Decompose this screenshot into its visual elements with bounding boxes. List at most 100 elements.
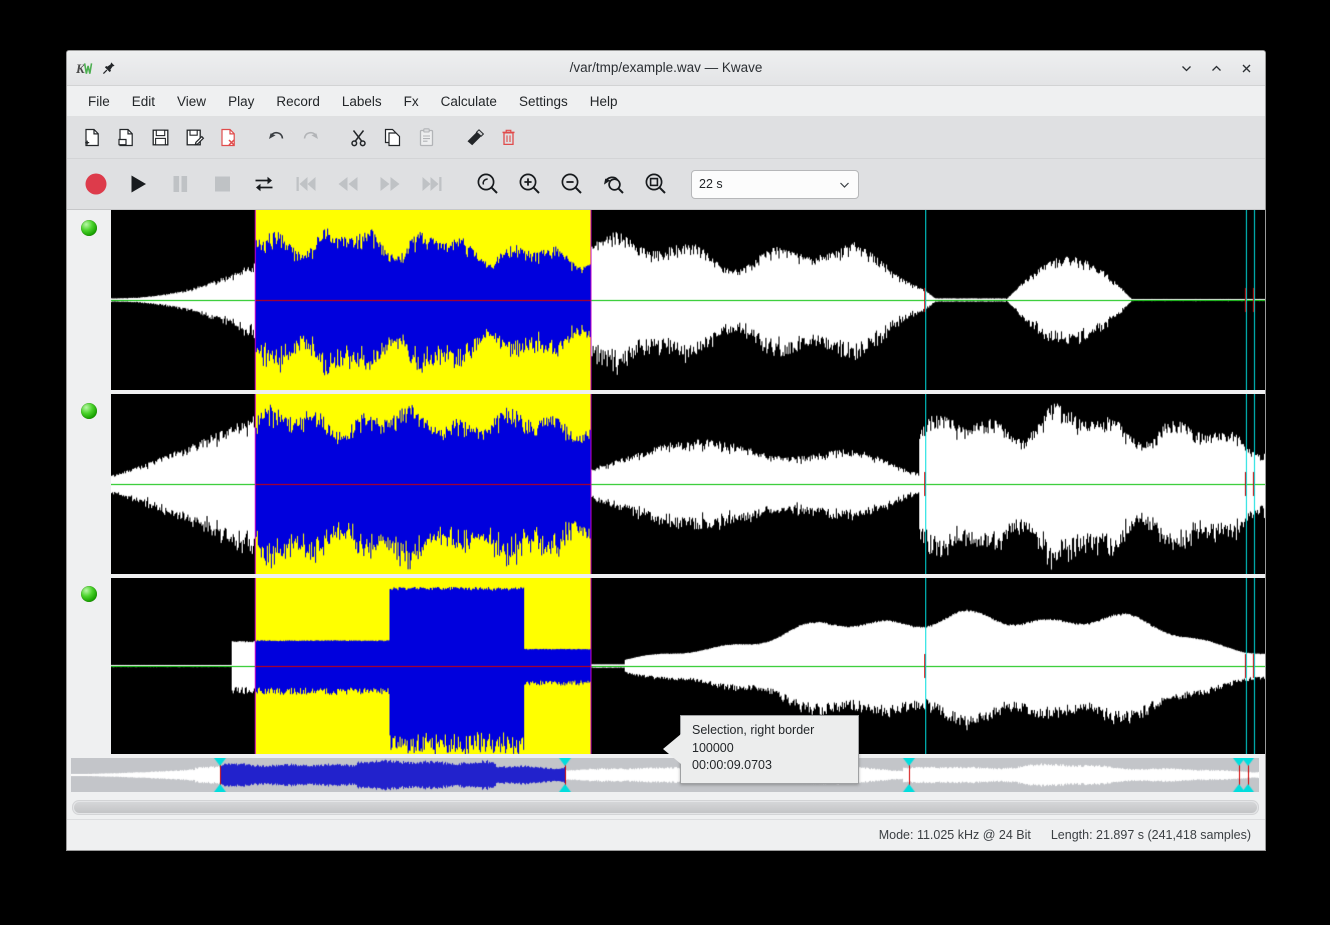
tooltip-arrow-icon [663, 734, 681, 764]
undo-arrow-icon [268, 131, 283, 139]
tooltip-line-2: 100000 [692, 740, 734, 755]
tooltip-line-1: Selection, right border [692, 723, 815, 737]
floppy-save-icon [152, 129, 168, 146]
status-mode: Mode: 11.025 kHz @ 24 Bit [878, 828, 1031, 842]
track-gutter [67, 210, 111, 754]
zoom-selection-icon [477, 173, 498, 194]
menu-calculate[interactable]: Calculate [440, 93, 497, 109]
menu-help[interactable]: Help [589, 93, 618, 109]
track-1-canvas[interactable] [111, 210, 1265, 390]
open-button[interactable] [109, 121, 143, 155]
status-length: Length: 21.897 s (241,418 samples) [1050, 828, 1251, 842]
pause-bars-icon [173, 176, 188, 192]
svg-text:K: K [76, 60, 86, 75]
zoom-all-button[interactable] [635, 163, 677, 205]
rewind-icon [338, 177, 358, 191]
scrollbar-track[interactable] [72, 800, 1259, 815]
rewind-button[interactable] [327, 163, 369, 205]
close-button[interactable] [1233, 55, 1259, 81]
stop-square-icon [215, 176, 230, 192]
fast-forward-icon [380, 177, 400, 191]
save-as-button[interactable] [177, 121, 211, 155]
skip-to-start-button[interactable] [285, 163, 327, 205]
menu-labels[interactable]: Labels [341, 93, 382, 109]
paste-button[interactable] [409, 121, 443, 155]
save-button[interactable] [143, 121, 177, 155]
pin-icon[interactable] [102, 61, 116, 75]
track-2-waveform[interactable] [111, 394, 1265, 574]
redo-button[interactable] [293, 121, 327, 155]
menu-bar: File Edit View Play Record Labels Fx Cal… [67, 86, 1265, 117]
chevron-down-icon [840, 182, 849, 188]
menu-file[interactable]: File [88, 93, 110, 109]
playback-toolbar: 22 s [67, 159, 1265, 210]
play-button[interactable] [117, 163, 159, 205]
play-triangle-icon [131, 175, 146, 193]
track-1-enabled-led-icon[interactable] [81, 220, 97, 236]
new-button[interactable] [75, 121, 109, 155]
zoom-out-icon [561, 173, 582, 194]
record-button[interactable] [75, 163, 117, 205]
signal-area: Selection, right border 100000 00:00:09.… [67, 210, 1265, 819]
delete-button[interactable] [491, 121, 525, 155]
menu-play[interactable]: Play [228, 93, 255, 109]
eraser-icon [467, 129, 484, 146]
zoom-all-icon [645, 173, 666, 194]
loop-arrows-icon [255, 176, 273, 192]
copy-button[interactable] [375, 121, 409, 155]
scrollbar-thumb[interactable] [74, 802, 1257, 813]
skip-backward-icon [296, 177, 316, 191]
fast-forward-button[interactable] [369, 163, 411, 205]
copy-pages-icon [384, 128, 400, 147]
file-toolbar [67, 117, 1265, 159]
zoom-undo-button[interactable] [593, 163, 635, 205]
skip-to-end-button[interactable] [411, 163, 453, 205]
window-controls [1173, 51, 1259, 85]
redo-arrow-icon [303, 131, 318, 139]
stop-button[interactable] [201, 163, 243, 205]
track-2-enabled-led-icon[interactable] [81, 403, 97, 419]
menu-record[interactable]: Record [276, 93, 320, 109]
zoom-level-combobox[interactable]: 22 s [691, 169, 859, 199]
chevron-down-icon [1181, 65, 1191, 71]
record-circle-icon [85, 173, 107, 195]
zoom-in-icon [519, 173, 540, 194]
zoom-selection-button[interactable] [467, 163, 509, 205]
cut-button[interactable] [341, 121, 375, 155]
menu-edit[interactable]: Edit [131, 93, 156, 109]
kwave-main-window: K /var/tmp/example.wav — Kwave [66, 50, 1266, 851]
status-bar: Mode: 11.025 kHz @ 24 Bit Length: 21.897… [67, 819, 1265, 850]
menu-settings[interactable]: Settings [518, 93, 568, 109]
zoom-out-button[interactable] [551, 163, 593, 205]
track-2-canvas[interactable] [111, 394, 1265, 574]
folder-open-icon [117, 128, 133, 147]
pause-button[interactable] [159, 163, 201, 205]
floppy-pencil-icon [186, 129, 204, 146]
close-x-icon [1242, 64, 1250, 72]
scissors-icon [350, 130, 366, 147]
track-3-enabled-led-icon[interactable] [81, 586, 97, 602]
chevron-up-icon [1211, 65, 1221, 71]
erase-button[interactable] [457, 121, 491, 155]
kwave-logo-icon: K [76, 60, 93, 75]
track-1-waveform[interactable] [111, 210, 1265, 390]
file-close-red-x-icon [220, 128, 235, 147]
loop-button[interactable] [243, 163, 285, 205]
tooltip-line-3: 00:00:09.0703 [692, 758, 772, 772]
menu-fx[interactable]: Fx [403, 93, 419, 109]
track-list [67, 210, 1265, 754]
close-file-button[interactable] [211, 121, 245, 155]
maximize-button[interactable] [1203, 55, 1229, 81]
trash-red-icon [502, 129, 514, 146]
file-new-icon [84, 128, 99, 147]
zoom-in-button[interactable] [509, 163, 551, 205]
title-bar-left-icons: K [76, 51, 116, 85]
zoom-revert-icon [604, 176, 624, 194]
minimize-button[interactable] [1173, 55, 1199, 81]
title-bar: K /var/tmp/example.wav — Kwave [67, 51, 1265, 86]
track-views [111, 210, 1265, 754]
horizontal-scrollbar[interactable] [67, 796, 1265, 818]
undo-button[interactable] [259, 121, 293, 155]
menu-view[interactable]: View [177, 93, 207, 109]
clipboard-paste-icon [419, 128, 433, 147]
